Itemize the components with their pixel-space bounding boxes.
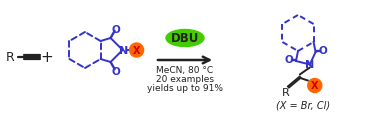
Text: O: O bbox=[318, 46, 327, 56]
Text: MeCN, 80 °C: MeCN, 80 °C bbox=[156, 66, 214, 75]
Circle shape bbox=[130, 44, 144, 58]
Text: N: N bbox=[119, 46, 128, 56]
Text: DBU: DBU bbox=[171, 32, 199, 45]
Text: +: + bbox=[40, 50, 53, 65]
Ellipse shape bbox=[166, 30, 204, 47]
Circle shape bbox=[308, 79, 322, 93]
Text: X: X bbox=[311, 81, 319, 91]
Text: 20 examples: 20 examples bbox=[156, 75, 214, 84]
Text: R: R bbox=[6, 51, 15, 64]
Text: yields up to 91%: yields up to 91% bbox=[147, 84, 223, 93]
Text: (X = Br, Cl): (X = Br, Cl) bbox=[276, 100, 330, 110]
Text: O: O bbox=[111, 25, 120, 35]
Text: O: O bbox=[111, 66, 120, 76]
Text: N: N bbox=[305, 59, 314, 69]
Text: O: O bbox=[285, 55, 293, 64]
Text: R: R bbox=[282, 88, 290, 98]
Text: X: X bbox=[133, 46, 140, 56]
